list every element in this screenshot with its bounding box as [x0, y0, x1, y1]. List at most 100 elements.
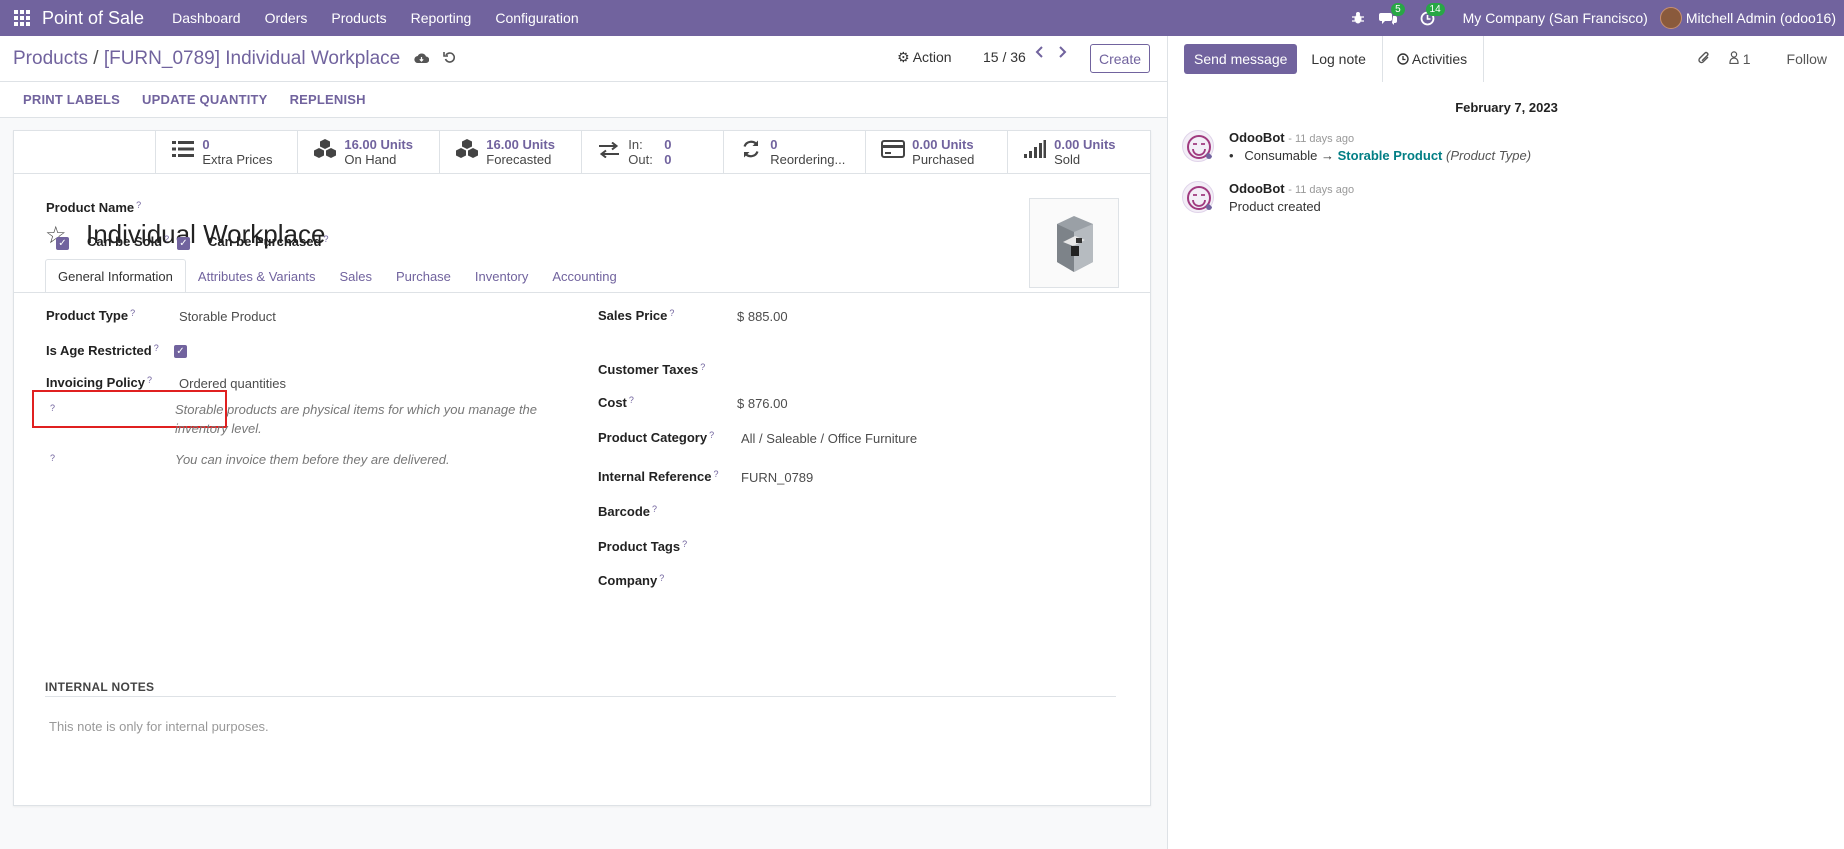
product-image[interactable]	[1029, 198, 1119, 288]
tab-attributes-variants[interactable]: Attributes & Variants	[197, 268, 316, 284]
help-tooltip-icon[interactable]: ?	[136, 200, 142, 210]
tracking-arrow: →	[1321, 148, 1335, 163]
activities-button[interactable]: Activities	[1397, 36, 1485, 82]
cost-field[interactable]: $ 876.00	[737, 396, 788, 411]
highlight-box	[32, 390, 227, 428]
tab-purchase[interactable]: Purchase	[395, 268, 451, 284]
help-tooltip-icon[interactable]: ?	[709, 430, 715, 440]
print-labels-button[interactable]: PRINT LABELS	[23, 92, 121, 107]
help-tooltip-icon[interactable]: ?	[146, 375, 152, 385]
help-tooltip-icon[interactable]: ?	[50, 453, 56, 463]
attachment-paperclip-icon[interactable]	[1697, 50, 1711, 69]
messages-icon[interactable]: 5	[1373, 0, 1405, 36]
extra-prices-label: Extra Prices	[202, 152, 273, 167]
on-hand-smart-button[interactable]: 16.00 Units On Hand	[298, 131, 441, 173]
menu-orders[interactable]: Orders	[264, 10, 308, 26]
can-be-purchased-label-text: Can be Purchased	[208, 234, 322, 249]
help-tooltip-icon[interactable]: ?	[628, 395, 634, 405]
help-tooltip-icon[interactable]: ?	[153, 343, 159, 353]
internal-reference-label: Internal Reference?	[598, 469, 718, 484]
replenish-button[interactable]: REPLENISH	[289, 92, 366, 107]
extra-prices-smart-button[interactable]: 0 Extra Prices	[156, 131, 299, 173]
reordering-label: Reordering...	[770, 152, 846, 167]
tab-general-information[interactable]: General Information	[45, 259, 186, 293]
product-name-field[interactable]: Individual Workplace	[86, 219, 326, 249]
menu-dashboard[interactable]: Dashboard	[172, 10, 241, 26]
activities-clock-icon[interactable]: 14	[1413, 0, 1445, 36]
follow-button[interactable]: Follow	[1786, 51, 1827, 67]
product-type-select[interactable]: Storable Product	[179, 309, 276, 324]
invoicing-policy-select[interactable]: Ordered quantities	[179, 376, 286, 391]
discard-undo-icon[interactable]	[443, 51, 456, 67]
on-hand-value: 16.00 Units	[344, 137, 413, 152]
internal-reference-field[interactable]: FURN_0789	[741, 470, 814, 485]
can-be-sold-label: Can be Sold?	[87, 234, 169, 249]
sales-price-field[interactable]: $ 885.00	[737, 309, 788, 324]
user-menu[interactable]: Mitchell Admin (odoo16)	[1685, 10, 1836, 26]
help-tooltip-icon[interactable]: ?	[700, 362, 706, 372]
control-panel: Products / [FURN_0789] Individual Workpl…	[0, 36, 1167, 82]
help-tooltip-icon[interactable]: ?	[682, 539, 688, 549]
product-category-label: Product Category?	[598, 430, 714, 445]
message-time: - 11 days ago	[1288, 133, 1355, 145]
in-value: 0	[664, 137, 672, 152]
action-menu-button[interactable]: ⚙ Action	[897, 49, 952, 66]
can-be-sold-checkbox[interactable]: ✓	[56, 237, 69, 250]
help-tooltip-icon[interactable]: ?	[323, 234, 329, 244]
create-button[interactable]: Create	[1090, 44, 1150, 73]
followers-button[interactable]: 1	[1729, 51, 1769, 67]
help-tooltip-icon[interactable]: ?	[652, 504, 658, 514]
apps-menu-icon[interactable]	[12, 8, 32, 28]
invoicing-policy-label: Invoicing Policy?	[46, 375, 152, 390]
author-name[interactable]: OdooBot	[1229, 181, 1285, 196]
sold-smart-button[interactable]: 0.00 Units Sold	[1008, 131, 1150, 173]
user-avatar[interactable]	[1659, 7, 1682, 29]
cubes-icon	[454, 139, 480, 165]
internal-notes-field[interactable]: This note is only for internal purposes.	[49, 719, 269, 734]
help-tooltip-icon[interactable]: ?	[130, 308, 136, 318]
reordering-value: 0	[770, 137, 778, 152]
age-restricted-checkbox[interactable]: ✓	[174, 345, 187, 358]
author-name[interactable]: OdooBot	[1229, 130, 1285, 145]
pager-next-icon[interactable]	[1053, 45, 1071, 63]
odoobot-avatar	[1182, 181, 1214, 213]
pager-previous-icon[interactable]	[1031, 45, 1049, 63]
tab-accounting[interactable]: Accounting	[552, 268, 617, 284]
sales-price-label-text: Sales Price	[598, 308, 668, 323]
in-out-smart-button[interactable]: In: 0 Out: 0	[582, 131, 725, 173]
tab-inventory[interactable]: Inventory	[474, 268, 529, 284]
message-body: Product created	[1229, 199, 1321, 214]
menu-reporting[interactable]: Reporting	[410, 10, 472, 26]
help-tooltip-icon[interactable]: ?	[659, 573, 665, 583]
sold-value: 0.00 Units	[1054, 137, 1116, 152]
can-be-purchased-checkbox[interactable]: ✓	[177, 237, 190, 250]
menu-configuration[interactable]: Configuration	[495, 10, 579, 26]
form-button-bar: PRINT LABELS UPDATE QUANTITY REPLENISH	[0, 82, 1167, 118]
reordering-smart-button[interactable]: 0 Reordering...	[724, 131, 867, 173]
activities-label: Activities	[1411, 51, 1468, 67]
menu-products[interactable]: Products	[331, 10, 387, 26]
tab-sales[interactable]: Sales	[339, 268, 372, 284]
update-quantity-button[interactable]: UPDATE QUANTITY	[142, 92, 268, 107]
send-message-button[interactable]: Send message	[1184, 44, 1298, 74]
messages-count-badge: 5	[1391, 3, 1405, 16]
app-name[interactable]: Point of Sale	[42, 7, 145, 28]
exchange-arrows-icon	[596, 141, 622, 164]
forecasted-smart-button[interactable]: 16.00 Units Forecasted	[440, 131, 583, 173]
help-tooltip-icon[interactable]: ?	[669, 308, 675, 318]
chatter-message: OdooBot - 11 days ago Product created	[1182, 181, 1832, 221]
help-tooltip-icon[interactable]: ?	[50, 403, 56, 413]
log-note-button[interactable]: Log note	[1311, 36, 1383, 82]
help-tooltip-icon[interactable]: ?	[164, 234, 170, 244]
internal-reference-label-text: Internal Reference	[598, 469, 712, 484]
company-switcher[interactable]: My Company (San Francisco)	[1462, 10, 1648, 26]
debug-bug-icon[interactable]	[1343, 0, 1373, 36]
tracking-field-name: (Product Type)	[1446, 148, 1532, 163]
pager-value[interactable]: 15 / 36	[983, 49, 1026, 65]
product-tags-label-text: Product Tags	[598, 539, 681, 554]
breadcrumb-products-link[interactable]: Products	[13, 47, 88, 69]
help-tooltip-icon[interactable]: ?	[713, 469, 719, 479]
purchased-smart-button[interactable]: 0.00 Units Purchased	[866, 131, 1009, 173]
save-cloud-icon[interactable]	[414, 51, 430, 67]
product-category-field[interactable]: All / Saleable / Office Furniture	[741, 431, 918, 446]
